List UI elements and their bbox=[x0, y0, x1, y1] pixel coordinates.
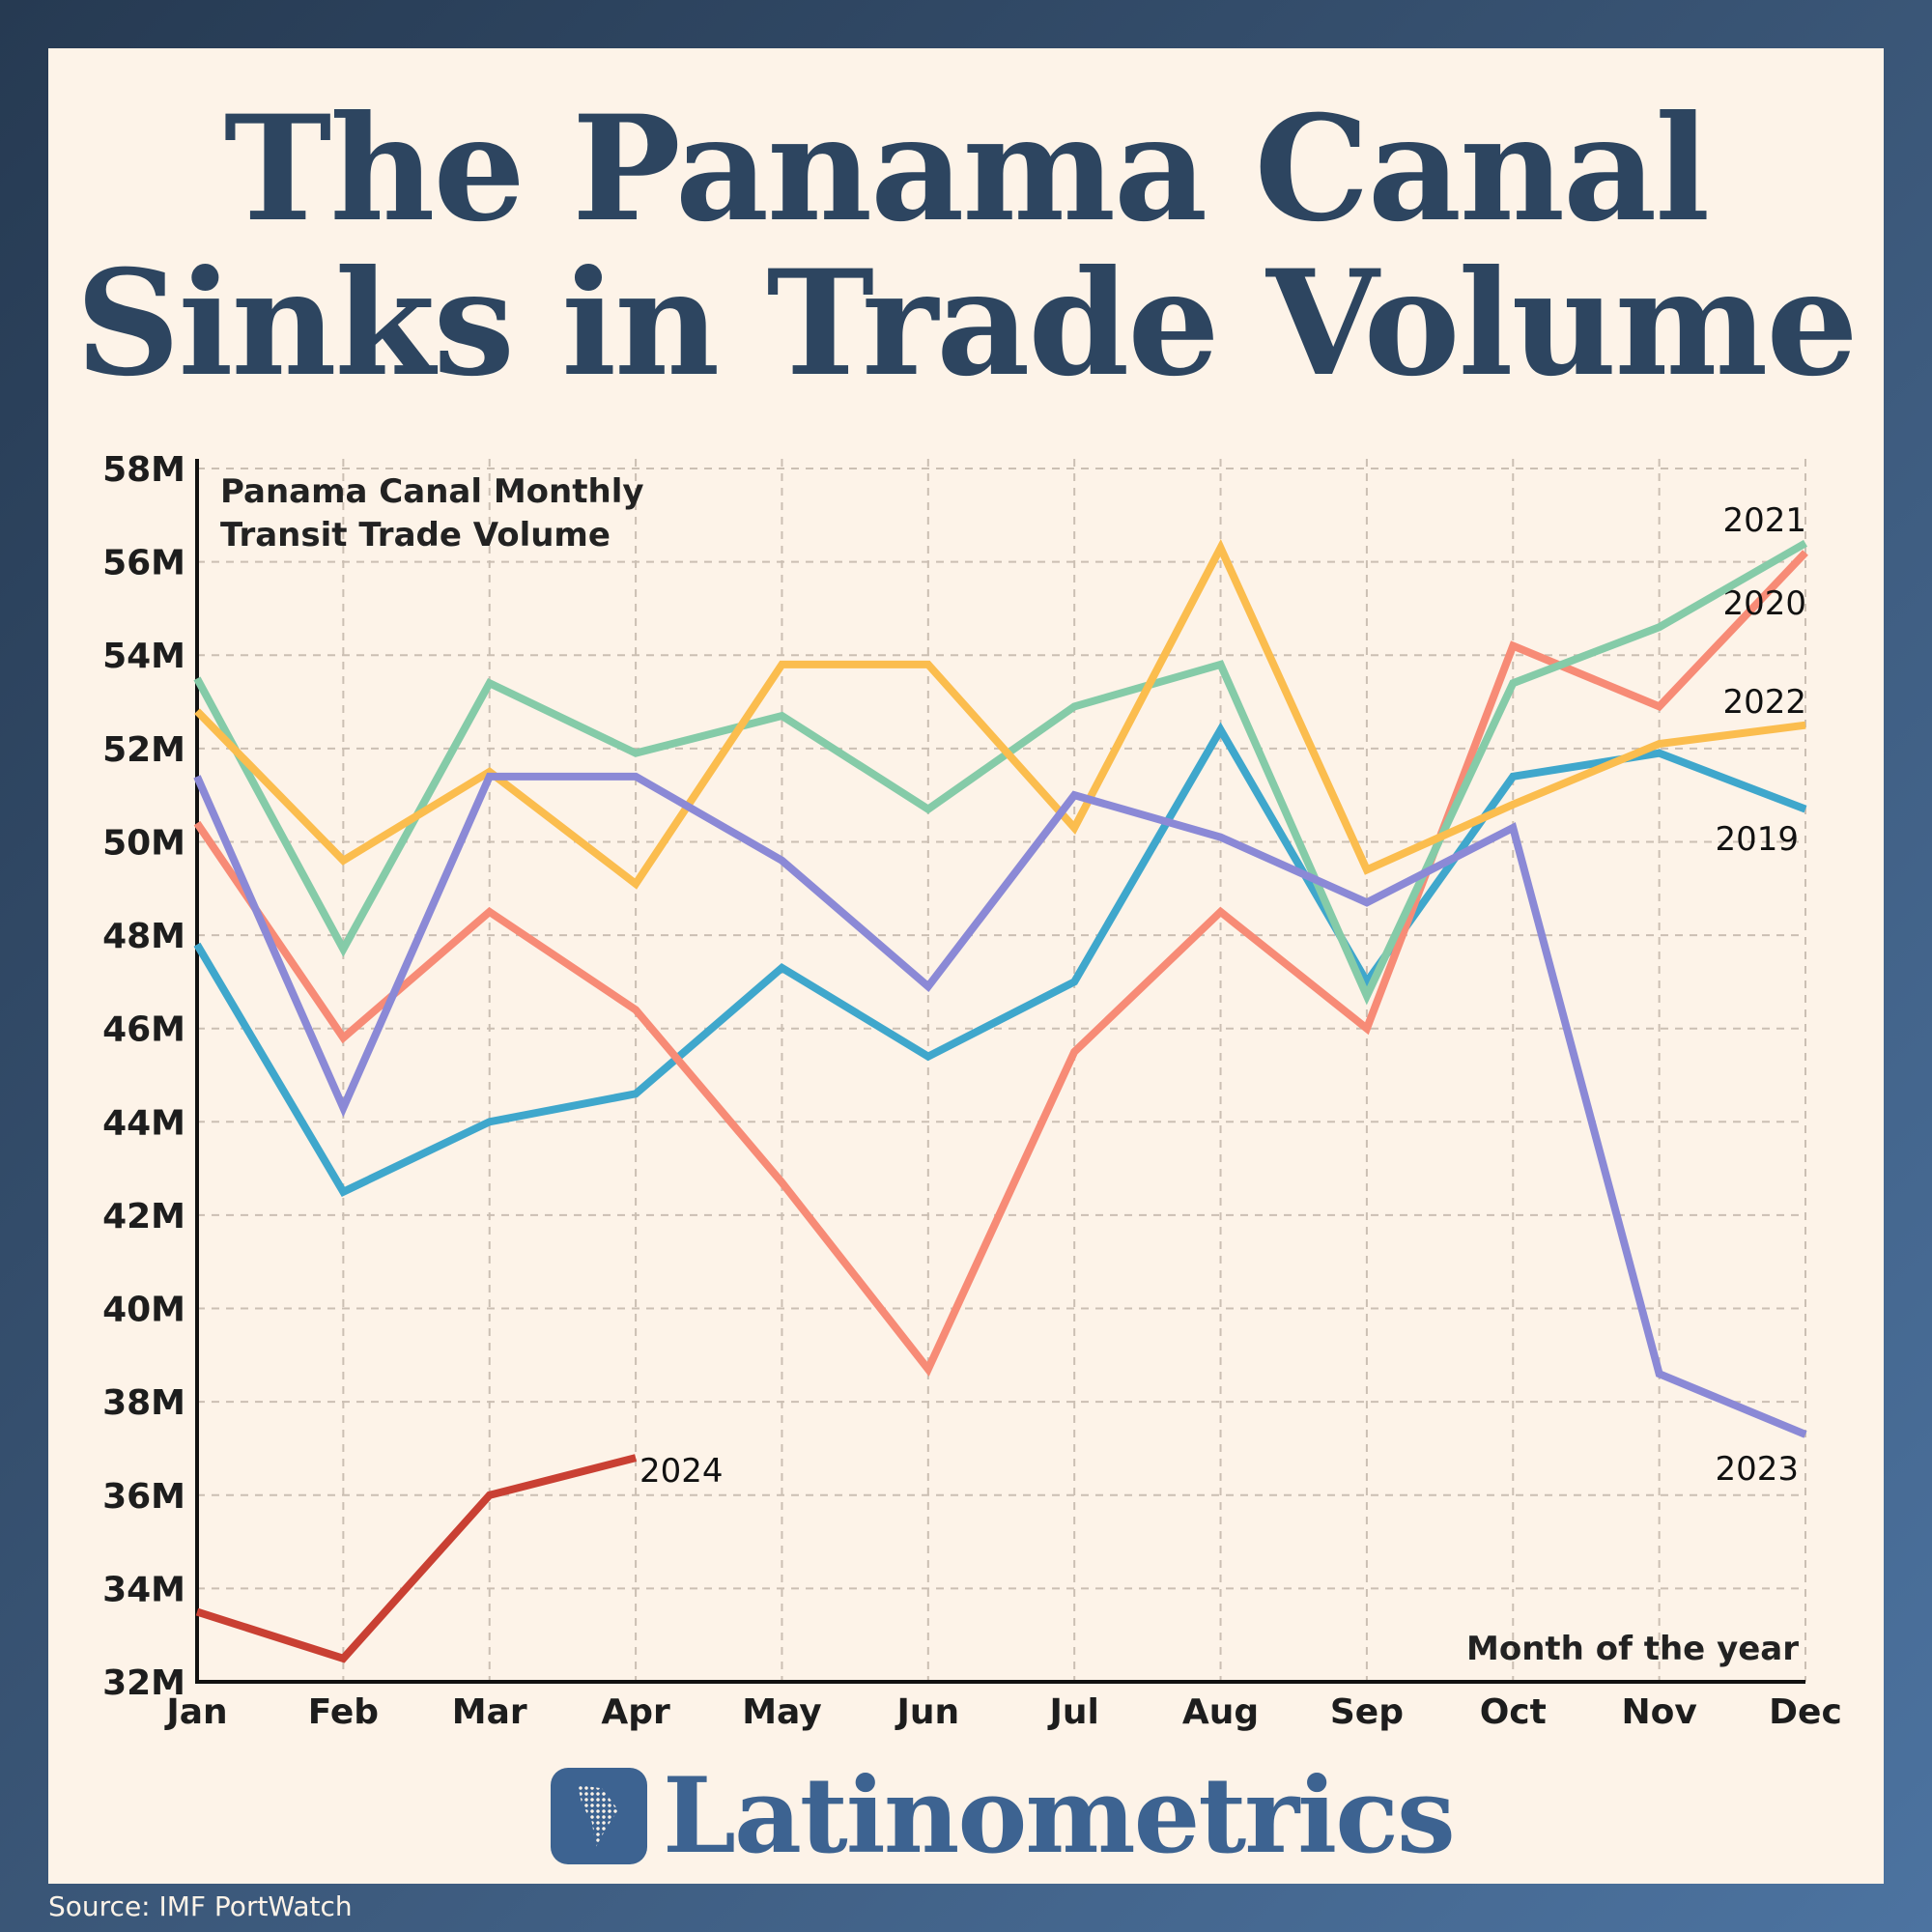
x-tick-label: Oct bbox=[1480, 1692, 1547, 1732]
y-tick-label: 38M bbox=[102, 1383, 185, 1423]
y-tick-label: 46M bbox=[102, 1010, 185, 1050]
series-label-2023: 2023 bbox=[1715, 1450, 1799, 1489]
series-label-2021: 2021 bbox=[1722, 501, 1806, 540]
x-tick-label: Apr bbox=[601, 1692, 670, 1732]
x-tick-label: Mar bbox=[452, 1692, 527, 1732]
x-tick-label: Jul bbox=[1046, 1692, 1098, 1732]
x-tick-label: Nov bbox=[1621, 1692, 1696, 1732]
x-tick-label: Dec bbox=[1769, 1692, 1842, 1732]
latin-america-map-icon bbox=[551, 1768, 647, 1864]
chart-title-line-2: Transit Trade Volume bbox=[220, 516, 611, 554]
x-axis-title: Month of the year bbox=[1466, 1630, 1799, 1668]
y-tick-label: 42M bbox=[102, 1197, 185, 1236]
series-label-2024: 2024 bbox=[639, 1452, 724, 1491]
y-tick-label: 58M bbox=[102, 450, 185, 490]
series-line-2022 bbox=[194, 539, 1806, 890]
series-line-2024 bbox=[195, 1454, 638, 1663]
x-tick-label: Feb bbox=[308, 1692, 379, 1732]
x-tick-label: Jan bbox=[163, 1692, 227, 1732]
x-tick-label: Jun bbox=[894, 1692, 959, 1732]
y-tick-label: 48M bbox=[102, 917, 185, 956]
y-tick-label: 32M bbox=[102, 1663, 185, 1703]
chart-title-line-1: Panama Canal Monthly bbox=[220, 472, 644, 511]
brand-name: Latinometrics bbox=[663, 1755, 1456, 1877]
brand-logo: Latinometrics bbox=[551, 1755, 1456, 1877]
y-tick-label: 40M bbox=[102, 1291, 185, 1330]
series-label-2022: 2022 bbox=[1722, 683, 1806, 722]
title-line-1: The Panama Canal bbox=[223, 84, 1710, 254]
y-tick-label: 50M bbox=[102, 823, 185, 863]
x-tick-label: Aug bbox=[1182, 1692, 1259, 1732]
y-tick-label: 54M bbox=[102, 637, 185, 676]
x-tick-label: May bbox=[742, 1692, 821, 1732]
source-note: Source: IMF PortWatch bbox=[48, 1890, 353, 1922]
series-line-2021 bbox=[193, 539, 1807, 1006]
series-label-2019: 2019 bbox=[1715, 820, 1799, 859]
card bbox=[48, 48, 1884, 1884]
y-tick-label: 44M bbox=[102, 1103, 185, 1143]
series-label-2020: 2020 bbox=[1722, 584, 1806, 623]
y-tick-label: 34M bbox=[102, 1570, 185, 1609]
x-tick-label: Sep bbox=[1330, 1692, 1404, 1732]
series-line-2020 bbox=[193, 550, 1808, 1377]
y-tick-label: 56M bbox=[102, 544, 185, 583]
series-line-2023 bbox=[193, 772, 1807, 1438]
page-title: The Panama Canal Sinks in Trade Volume bbox=[0, 92, 1932, 401]
y-tick-label: 52M bbox=[102, 730, 185, 770]
y-tick-label: 36M bbox=[102, 1477, 185, 1517]
series-line-2019 bbox=[193, 722, 1807, 1197]
title-line-2: Sinks in Trade Volume bbox=[75, 239, 1859, 409]
